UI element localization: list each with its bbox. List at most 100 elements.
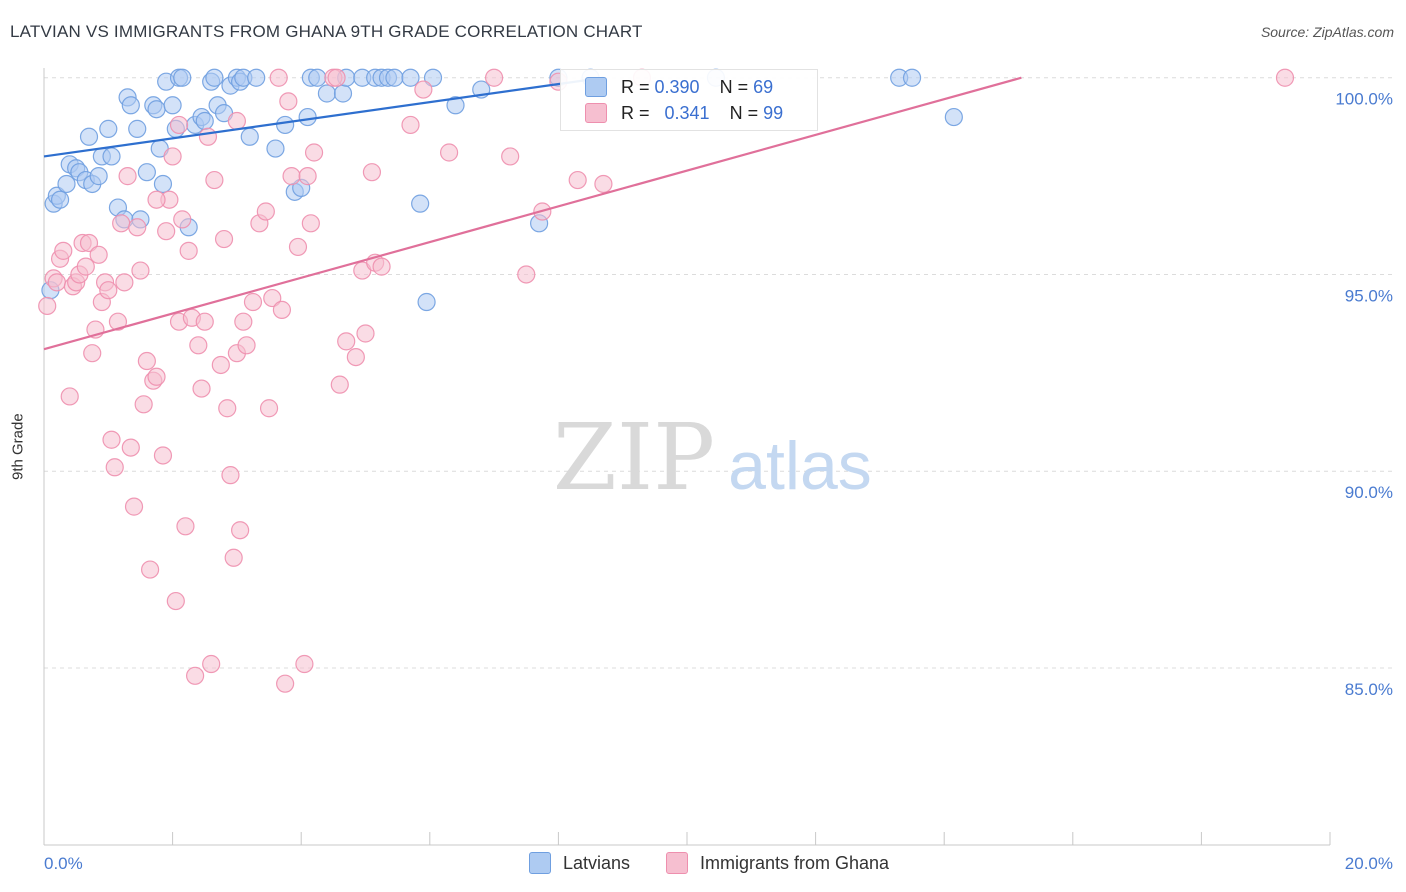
latvians-points — [41, 68, 963, 312]
ghana-point — [124, 497, 144, 516]
ghana-point — [140, 560, 160, 579]
ghana-point — [356, 324, 375, 343]
n-label: N = — [729, 102, 764, 123]
ghana-point — [231, 521, 250, 540]
ghana-point — [362, 163, 382, 182]
latvian-point — [902, 68, 922, 87]
ghana-point — [118, 167, 137, 186]
latvian-point — [50, 190, 70, 209]
source-label: Source: ZipAtlas.com — [1260, 24, 1394, 40]
ghana-point — [256, 202, 275, 221]
ghana-point — [414, 80, 433, 99]
ghana-point — [173, 210, 192, 229]
ghana-point — [276, 674, 295, 693]
ghana-point — [147, 367, 166, 386]
latvian-point — [944, 107, 963, 127]
latvian-point — [401, 68, 420, 87]
gridlines — [44, 77, 1392, 669]
x-tick-label-max: 20.0% — [1345, 854, 1393, 873]
latvian-point — [298, 107, 317, 127]
chart-title: LATVIAN VS IMMIGRANTS FROM GHANA 9TH GRA… — [10, 22, 643, 41]
ghana-point — [99, 281, 118, 300]
latvians-legend-swatch — [529, 852, 551, 874]
ghana-point — [166, 591, 185, 611]
legend-label-latvians: Latvians — [563, 852, 631, 873]
ghana-point — [485, 68, 504, 87]
latvian-point — [333, 84, 353, 103]
ghana-point — [83, 344, 102, 363]
ghana-point — [157, 222, 176, 241]
ghana-point — [234, 312, 253, 331]
n-label: N = — [719, 76, 754, 97]
ghana-point — [346, 348, 365, 367]
ghana-point — [227, 111, 246, 131]
r-label: R = — [621, 102, 655, 123]
latvian-point — [147, 100, 166, 119]
ghana-point — [439, 143, 459, 162]
ghana-point — [179, 241, 198, 260]
y-tick-label: 90.0% — [1345, 483, 1393, 502]
ghana-point — [269, 68, 288, 87]
trend-lines — [43, 76, 1022, 351]
latvian-point — [173, 68, 192, 87]
ghana-point — [38, 296, 57, 316]
series-legend: Latvians Immigrants from Ghana — [0, 852, 1406, 876]
ghana-point — [47, 273, 66, 292]
ghana-point — [295, 654, 314, 674]
latvian-point — [89, 167, 108, 186]
ghana-point — [211, 355, 230, 375]
ghana-point — [237, 336, 256, 355]
ghana-point — [214, 229, 234, 249]
ghana-point — [54, 241, 73, 260]
ghana-point — [121, 438, 140, 457]
ghana-point — [163, 147, 182, 166]
ghana-swatch — [585, 103, 607, 123]
ghana-point — [79, 233, 99, 253]
ghana-point — [221, 466, 240, 485]
ghana-point — [186, 666, 205, 685]
ghana-point — [195, 312, 214, 331]
latvian-point — [128, 119, 147, 138]
latvian-point — [79, 127, 99, 146]
latvian-point — [205, 68, 224, 87]
ghana-point — [108, 312, 128, 331]
latvian-point — [423, 68, 443, 87]
ghana-point — [401, 115, 420, 135]
ghana-point — [153, 446, 173, 465]
ghana-point — [263, 288, 282, 308]
latvians-trend-line — [43, 76, 604, 158]
ghana-point — [337, 332, 356, 351]
legend-item-latvians[interactable]: Latvians — [529, 852, 630, 874]
ghana-point — [243, 292, 263, 312]
ghana-point — [224, 548, 243, 567]
latvian-point — [276, 115, 295, 135]
ghana-point — [115, 273, 134, 292]
ghana-point — [568, 170, 587, 190]
y-tick-label: 85.0% — [1345, 680, 1393, 699]
ghana-point — [105, 458, 124, 477]
ghana-point — [330, 375, 349, 394]
ghana-point — [102, 430, 121, 449]
latvian-point — [99, 119, 118, 138]
legend-row-latvians: R = 0.390 N = 69 — [585, 75, 773, 99]
ghana-point — [169, 115, 189, 135]
ghana-point — [327, 68, 346, 87]
ghana-point — [501, 147, 520, 166]
latvian-point — [417, 292, 436, 312]
ghana-point — [298, 167, 317, 186]
ghana-point — [1275, 68, 1295, 87]
latvian-point — [308, 68, 327, 87]
legend-item-ghana[interactable]: Immigrants from Ghana — [666, 852, 889, 874]
ghana-point — [272, 300, 292, 319]
ghana-point — [128, 218, 147, 237]
ghana-point — [301, 214, 320, 233]
watermark: ZIP atlas — [553, 404, 872, 511]
correlation-legend: R = 0.390 N = 69 R = 0.341 N = 99 — [560, 69, 818, 131]
r-label: R = — [621, 76, 655, 97]
watermark-zip: ZIP — [553, 404, 715, 511]
ghana-point — [372, 257, 391, 276]
ghana-point — [198, 127, 218, 146]
latvian-point — [121, 96, 140, 115]
latvian-point — [385, 68, 404, 87]
